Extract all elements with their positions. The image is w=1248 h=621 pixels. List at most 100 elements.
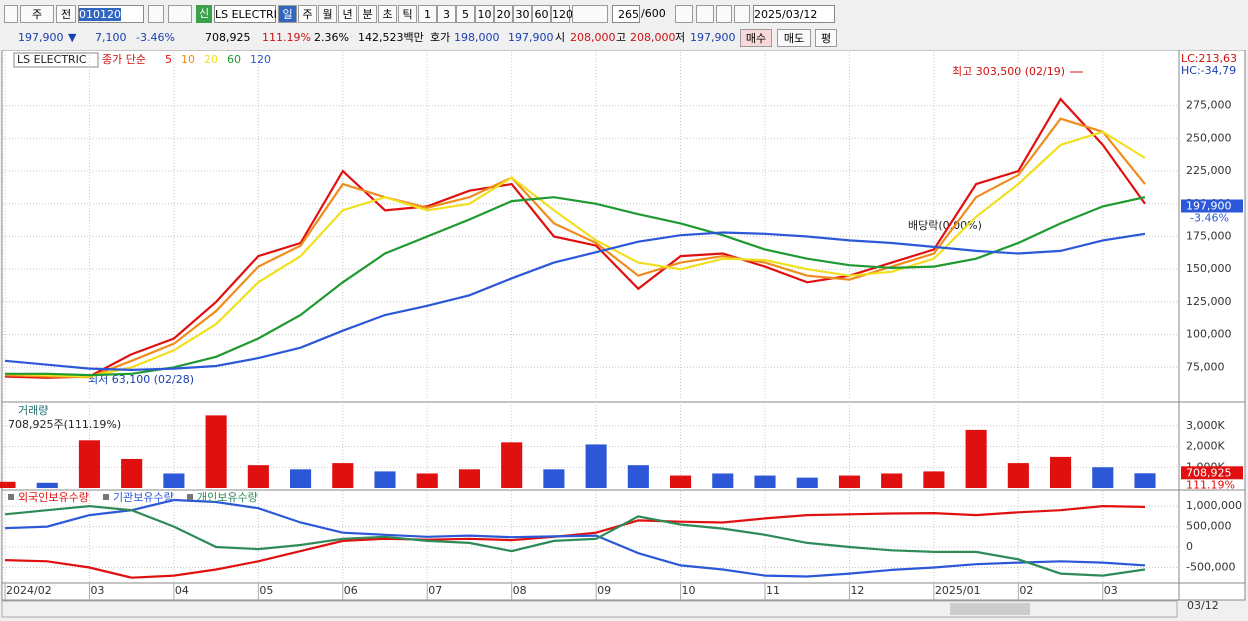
- last-price-box: [1181, 199, 1243, 213]
- period-button[interactable]: 년: [338, 5, 357, 23]
- chart-frame: [1, 50, 1246, 601]
- y-tick-label: 175,000: [1186, 229, 1232, 242]
- stock-name: LS ELECTRI: [214, 5, 277, 23]
- volume-bar: [416, 473, 438, 488]
- x-tick-label: 10: [682, 584, 696, 597]
- series-line: [4, 504, 1146, 579]
- scrollbar[interactable]: [1, 600, 1178, 618]
- code-text: 010120: [79, 8, 121, 21]
- last-ratio: 111.19%: [1186, 478, 1235, 491]
- tool-button[interactable]: [696, 5, 714, 23]
- y-tick-label: 500,000: [1186, 520, 1232, 533]
- chart-title: LS ELECTRIC: [17, 53, 87, 66]
- x-tick-label: 07: [428, 584, 442, 597]
- x-tick-label: 05: [259, 584, 273, 597]
- unit-button[interactable]: 30: [513, 5, 532, 23]
- volume-bar: [1050, 456, 1072, 488]
- volume-bar: [374, 471, 396, 488]
- volume-bar: [0, 481, 16, 488]
- x-tick-label: 2025/01: [935, 584, 981, 597]
- legend-item: 60: [227, 53, 241, 66]
- search-button[interactable]: [148, 5, 164, 23]
- x-tick-label: 08: [513, 584, 527, 597]
- low-annotation: 최저 63,100 (02/28): [88, 373, 194, 386]
- x-tick-label: 06: [344, 584, 358, 597]
- code-input[interactable]: 010120: [78, 5, 144, 23]
- unit-button[interactable]: 10: [475, 5, 494, 23]
- badge: 신: [196, 5, 212, 23]
- unit-button[interactable]: 60: [532, 5, 551, 23]
- y-tick-label: -500,000: [1186, 560, 1235, 573]
- low: 197,900: [690, 31, 736, 44]
- volume-bar: [965, 429, 987, 488]
- unit-button[interactable]: 20: [494, 5, 513, 23]
- series-line: [4, 231, 1146, 372]
- volume-bar: [36, 482, 58, 488]
- period-button[interactable]: 분: [358, 5, 377, 23]
- lc-label: LC:213,63: [1181, 52, 1237, 65]
- volume-bar: [712, 473, 734, 488]
- unit-button[interactable]: 1: [418, 5, 437, 23]
- count-max: /600: [641, 7, 666, 20]
- scroll-thumb[interactable]: [950, 603, 1030, 615]
- menu-icon[interactable]: [4, 5, 18, 23]
- legend-item: 개인보유수량: [197, 491, 258, 504]
- y-tick-label: 0: [1186, 540, 1193, 553]
- sound-button[interactable]: [168, 5, 192, 23]
- series-line: [4, 498, 1146, 578]
- volume-bar: [923, 471, 945, 488]
- period-button[interactable]: 틱: [398, 5, 417, 23]
- tool-button[interactable]: [675, 5, 693, 23]
- period-button[interactable]: 월: [318, 5, 337, 23]
- save-button[interactable]: [716, 5, 732, 23]
- last-volume-box: [1181, 466, 1243, 480]
- y-tick-label: 1,000,000: [1186, 499, 1242, 512]
- price: 197,900: [18, 31, 64, 44]
- volume-bar: [796, 477, 818, 488]
- unit-button[interactable]: 5: [456, 5, 475, 23]
- y-tick-label: 3,000K: [1186, 419, 1225, 432]
- x-tick-label: 11: [766, 584, 780, 597]
- volume-title: 거래량: [18, 404, 48, 417]
- low-label: 저: [675, 31, 686, 44]
- turnover: 2.36%: [314, 31, 349, 44]
- volume-bar: [290, 469, 312, 488]
- last-change: -3.46%: [1190, 212, 1229, 225]
- y-tick-label: 75,000: [1186, 360, 1225, 373]
- series-line: [4, 504, 1146, 577]
- volume-bar: [501, 442, 523, 488]
- y-tick-label: 100,000: [1186, 328, 1232, 341]
- dropdown[interactable]: [572, 5, 608, 23]
- unit-button[interactable]: 120: [551, 5, 573, 23]
- buy-button[interactable]: 매수: [740, 29, 772, 47]
- mode-button[interactable]: 전: [56, 5, 76, 23]
- unit-button[interactable]: 3: [437, 5, 456, 23]
- ma-label: 종가 단순: [102, 53, 146, 66]
- legend-item: 기관보유수량: [113, 491, 174, 504]
- sell-button[interactable]: 매도: [777, 29, 811, 47]
- volume-bar: [247, 465, 269, 488]
- date-input[interactable]: 2025/03/12: [753, 5, 835, 23]
- chart: LS ELECTRIC 종가 단순 최고 303,500 (02/19) 최저 …: [0, 50, 1246, 618]
- y-tick-label: 275,000: [1186, 99, 1232, 112]
- count-input[interactable]: 265: [612, 5, 640, 23]
- open: 208,000: [570, 31, 616, 44]
- period-button[interactable]: 일: [278, 5, 297, 23]
- settings-button[interactable]: [734, 5, 750, 23]
- interval-select[interactable]: 주: [20, 5, 54, 23]
- high: 208,000: [630, 31, 676, 44]
- legend-item: 120: [250, 53, 271, 66]
- last-price-label: 197,900: [1186, 200, 1232, 213]
- volume-bar: [881, 473, 903, 488]
- volume-bar: [627, 465, 649, 488]
- x-tick-label: 03: [90, 584, 104, 597]
- legend-swatch: [187, 494, 193, 500]
- x-tick-label: 04: [175, 584, 189, 597]
- period-button[interactable]: 초: [378, 5, 397, 23]
- volume-bar: [332, 463, 354, 488]
- volume-bar: [838, 475, 860, 488]
- x-tick-label: 03: [1104, 584, 1118, 597]
- period-button[interactable]: 주: [298, 5, 317, 23]
- avg-button[interactable]: 평: [815, 29, 837, 47]
